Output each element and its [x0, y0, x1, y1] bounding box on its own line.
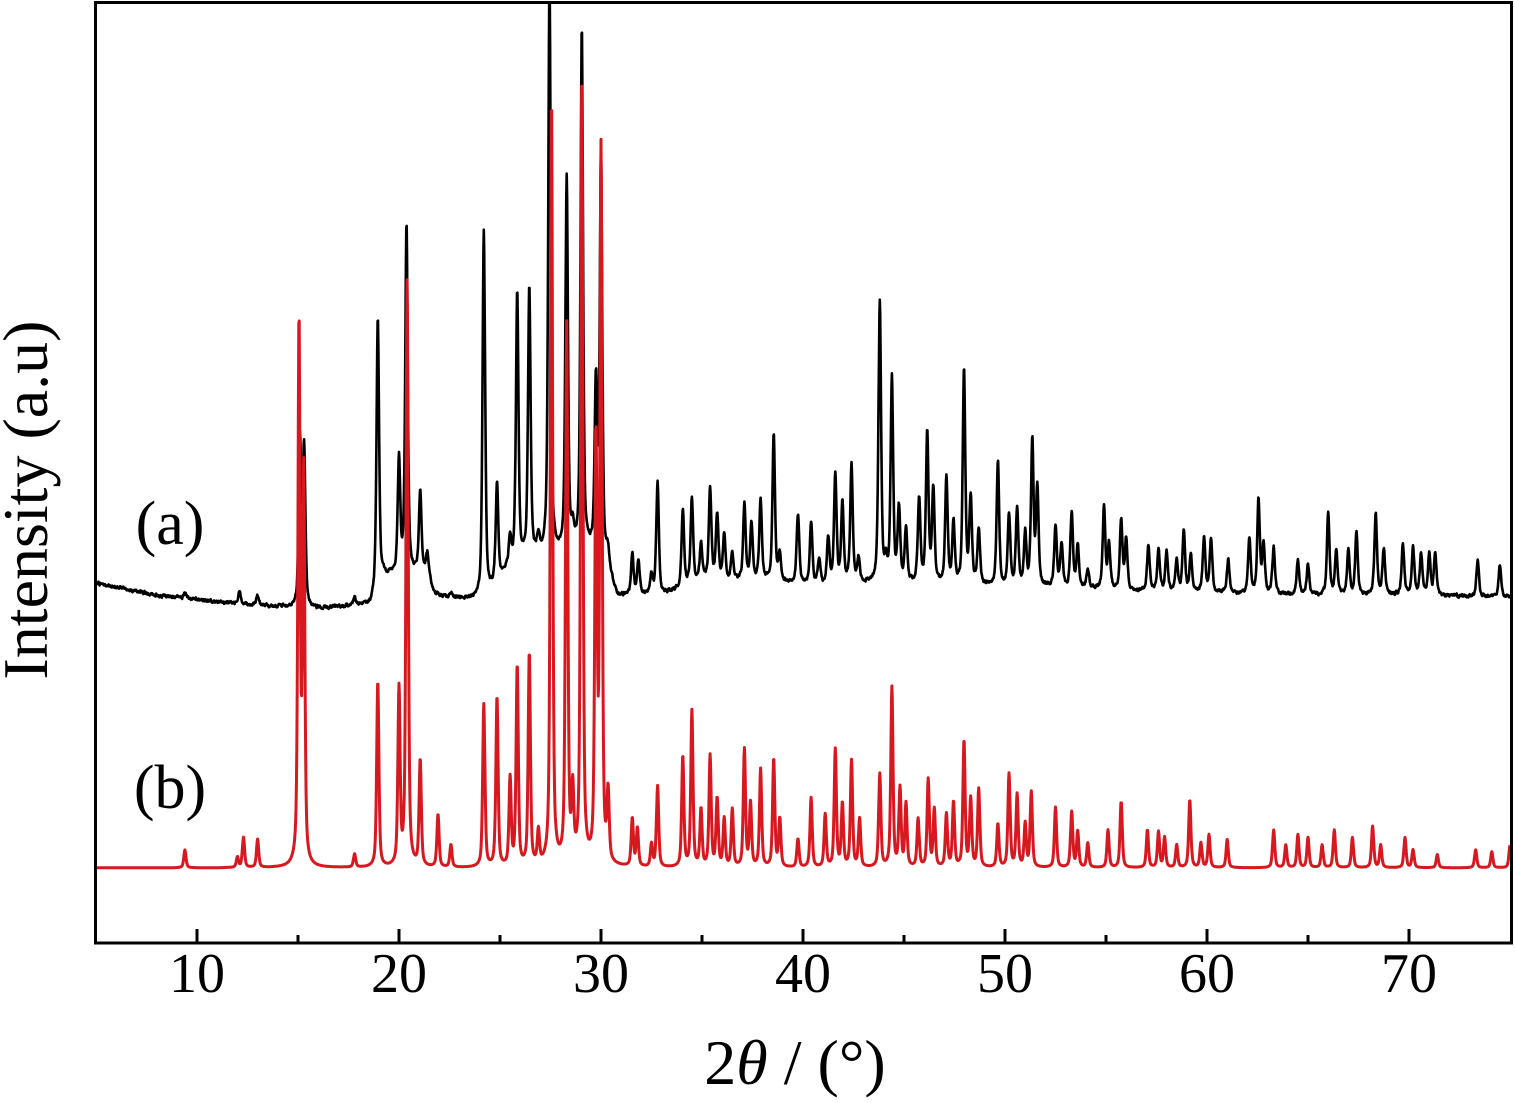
series-line-b	[95, 84, 1512, 870]
x-tick-label: 40	[775, 943, 831, 1005]
x-axis-label-part: / (°)	[768, 1027, 886, 1098]
x-tick-label: 70	[1381, 943, 1437, 1005]
x-tick-label: 30	[573, 943, 629, 1005]
series-label-a: (a)	[136, 490, 205, 558]
series-line-a	[95, 3, 1512, 611]
x-axis-label-part: θ	[736, 1027, 767, 1098]
series-label-b: (b)	[134, 754, 206, 822]
y-axis-label: Intensity (a.u)	[0, 321, 61, 680]
x-axis-label-part: 2	[704, 1027, 736, 1098]
plot-background	[95, 3, 1512, 943]
x-tick-label: 60	[1179, 943, 1235, 1005]
x-tick-label: 50	[977, 943, 1033, 1005]
x-axis-label: 2θ / (°)	[704, 1027, 885, 1098]
x-tick-label: 20	[371, 943, 427, 1005]
x-tick-label: 10	[169, 943, 225, 1005]
series-layer	[95, 3, 1512, 870]
x-axis-ticks: 10 20 30 40 50 60 70	[169, 929, 1437, 1005]
